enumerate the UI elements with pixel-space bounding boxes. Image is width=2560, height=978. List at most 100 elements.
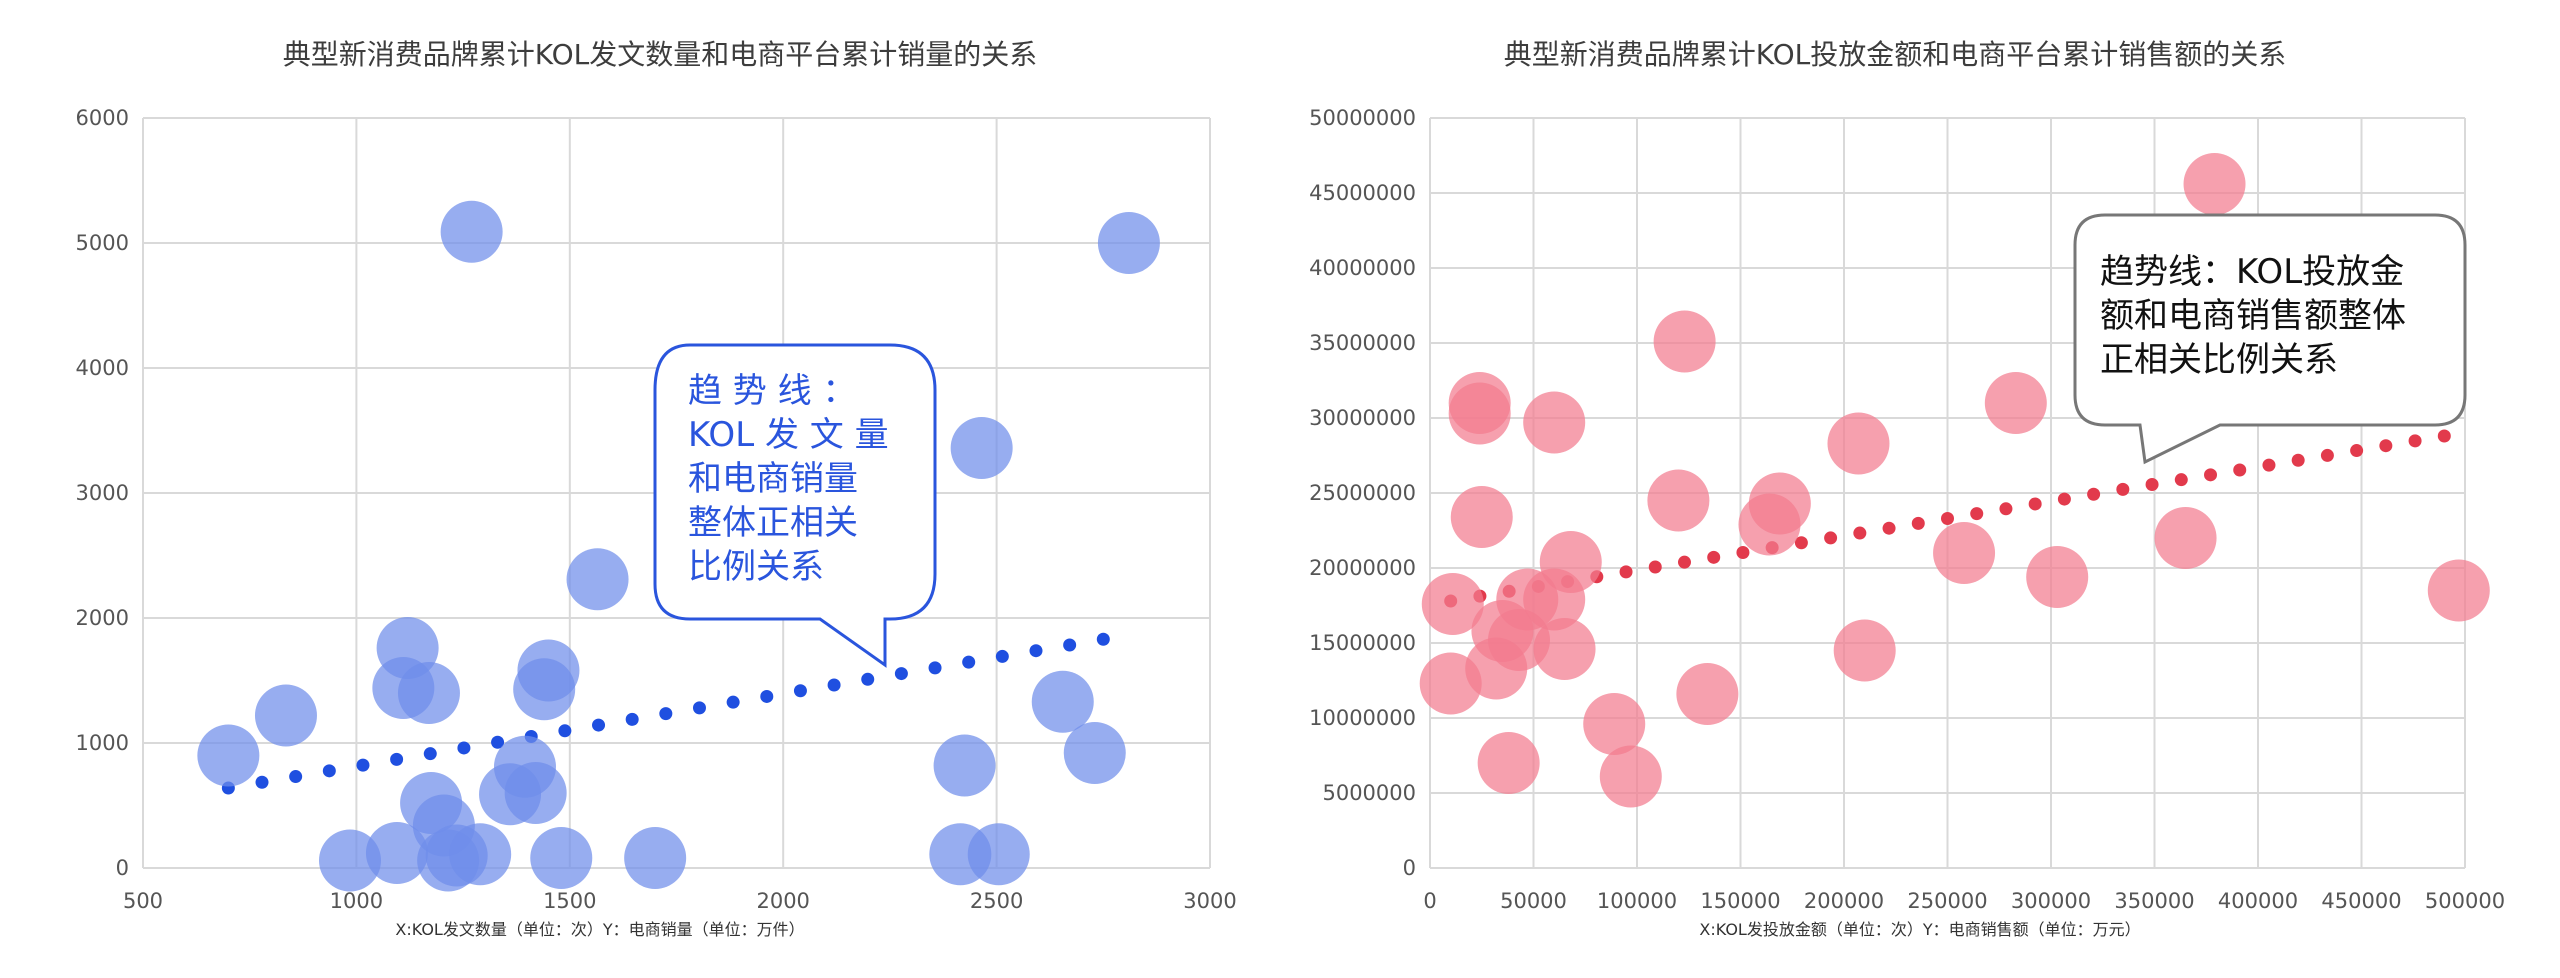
trendline-dot <box>1063 638 1077 652</box>
trendline-dot <box>1736 545 1750 559</box>
trendline-dot <box>1911 516 1925 530</box>
chart-right-xlabel: X:KOL发投放金额（单位：次）Y：电商销售额（单位：万元） <box>1699 920 2140 939</box>
scatter-point <box>254 684 317 747</box>
trendline-dot <box>356 758 370 772</box>
trendline-dot <box>1029 644 1043 658</box>
y-tick-label: 3000 <box>76 481 129 505</box>
scatter-point <box>440 200 503 263</box>
scatter-point <box>1583 693 1646 755</box>
scatter-point <box>517 639 580 702</box>
trendline-dot <box>1970 507 1984 521</box>
trendline-dot <box>2262 458 2276 472</box>
scatter-point <box>1748 472 1811 535</box>
trendline-dot <box>2291 453 2305 467</box>
trendline-dot <box>1824 531 1838 545</box>
x-tick-label: 1000 <box>330 889 383 913</box>
x-tick-label: 200000 <box>1804 889 1884 913</box>
x-tick-label: 100000 <box>1597 889 1677 913</box>
scatter-point <box>1533 618 1596 680</box>
trendline-dot <box>760 689 774 703</box>
trendline-dot <box>2174 473 2188 487</box>
x-tick-label: 500000 <box>2425 889 2505 913</box>
chart-right-annotation-text: 趋势线：KOL投放金额和电商销售额整体正相关比例关系 <box>2100 252 2406 380</box>
trendline-dot <box>692 701 706 715</box>
trendline-dot <box>1999 502 2013 516</box>
trendline-dot <box>2233 463 2247 477</box>
chart-left-tick-labels: 500 1000 1500 2000 2500 3000 0 1000 2000 3000 4000… <box>76 106 1237 913</box>
trendline-dot <box>255 775 269 789</box>
y-tick-label: 10000000 <box>1309 706 1416 730</box>
annotation-line: 正相关比例关系 <box>2100 340 2338 380</box>
y-tick-label: 40000000 <box>1309 256 1416 280</box>
trendline-dot <box>2116 482 2130 496</box>
y-tick-label: 4000 <box>76 356 129 380</box>
trendline-dot <box>1941 512 1954 525</box>
y-tick-label: 25000000 <box>1309 481 1416 505</box>
scatter-point <box>1450 486 1513 548</box>
scatter-point <box>1063 722 1126 784</box>
chart-right-points <box>1419 153 2490 808</box>
trendline-dot <box>2437 429 2451 443</box>
x-tick-label: 150000 <box>1700 889 1780 913</box>
scatter-point <box>933 734 996 797</box>
y-tick-label: 0 <box>1403 856 1416 880</box>
y-tick-label: 0 <box>116 856 129 880</box>
trendline-dot <box>1853 526 1867 540</box>
x-tick-label: 300000 <box>2011 889 2091 913</box>
scatter-point <box>197 724 260 787</box>
x-tick-label: 2500 <box>970 889 1023 913</box>
scatter-point <box>1097 212 1160 274</box>
trendline-dot <box>625 712 639 726</box>
trendline-dot <box>2408 434 2422 448</box>
scatter-point <box>1827 412 1890 475</box>
scatter-point <box>1984 372 2047 434</box>
scatter-point <box>2183 153 2246 215</box>
chart-right-title: 典型新消费品牌累计KOL投放金额和电商平台累计销售额的关系 <box>1504 38 2286 71</box>
scatter-point <box>2154 507 2217 569</box>
trendline-dot <box>1677 555 1691 569</box>
trendline-dot <box>894 667 908 681</box>
chart-left-points <box>197 200 1160 892</box>
annotation-line: 比例关系 <box>688 547 824 587</box>
scatter-point <box>1933 522 1996 584</box>
annotation-line: 整体正相关 <box>688 503 858 543</box>
scatter-point <box>1539 531 1602 593</box>
trendline-dot <box>1794 536 1808 550</box>
trendline-dot <box>1096 632 1110 646</box>
scatter-point <box>950 417 1013 479</box>
trendline-dot <box>1648 560 1662 574</box>
chart-left-title: 典型新消费品牌累计KOL发文数量和电商平台累计销量的关系 <box>283 38 1037 71</box>
annotation-line: 趋 势 线 ： <box>688 371 856 411</box>
trendline-dot <box>2350 444 2364 458</box>
trendline-dot <box>457 741 471 755</box>
trendline-dot <box>2145 478 2159 492</box>
scatter-point <box>365 822 428 884</box>
x-tick-label: 3000 <box>1183 889 1236 913</box>
scatter-point <box>1676 663 1739 725</box>
scatter-point <box>1448 382 1511 445</box>
chart-right-annotation: 趋势线：KOL投放金额和电商销售额整体正相关比例关系 <box>2073 213 2467 465</box>
scatter-point <box>1477 732 1540 794</box>
scatter-point <box>1599 745 1662 808</box>
trendline-dot <box>2320 448 2334 462</box>
chart-right-tick-labels: 0 50000 100000 150000 200000 250000 300000 3500… <box>1309 106 2505 913</box>
trendline-dot <box>793 684 807 698</box>
y-tick-label: 5000 <box>76 231 129 255</box>
chart-right: 典型新消费品牌累计KOL投放金额和电商平台累计销售额的关系 0 50000 1000… <box>1309 38 2505 939</box>
scatter-point <box>2427 559 2490 622</box>
scatter-point <box>530 827 593 889</box>
y-tick-label: 5000000 <box>1322 781 1416 805</box>
trendline-dot <box>390 752 404 766</box>
scatter-point <box>566 548 629 611</box>
trendline-dot <box>928 661 942 675</box>
x-tick-label: 450000 <box>2321 889 2401 913</box>
x-tick-label: 250000 <box>1907 889 1987 913</box>
scatter-point <box>1647 469 1710 532</box>
scatter-point <box>318 829 381 892</box>
y-tick-label: 6000 <box>76 106 129 130</box>
trendline-dot <box>289 770 303 784</box>
trendline-dot <box>1619 565 1633 579</box>
chart-left: 典型新消费品牌累计KOL发文数量和电商平台累计销量的关系 500 1000 1500… <box>76 38 1237 939</box>
